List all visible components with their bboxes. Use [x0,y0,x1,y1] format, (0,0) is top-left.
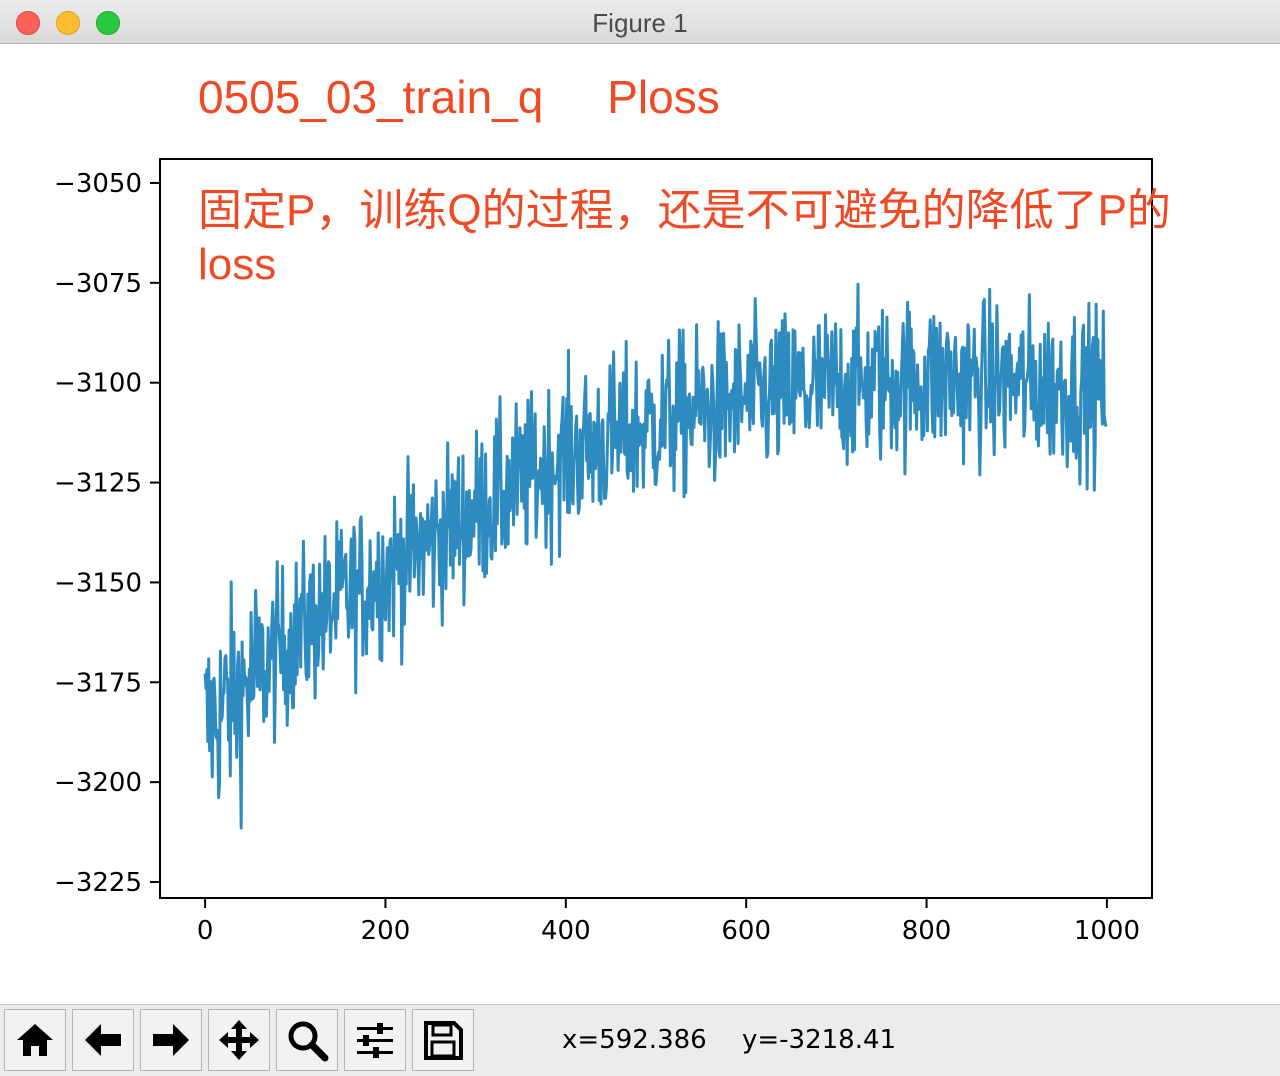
y-tick-label: −3050 [54,169,142,199]
window-titlebar: Figure 1 [0,0,1280,44]
arrow-left-icon [85,1024,121,1056]
y-tick-label: −3150 [54,568,142,598]
x-tick-label: 0 [197,916,214,946]
maximize-window-button[interactable] [96,11,120,35]
chart-annotation: 固定P，训练Q的过程，还是不可避免的降低了P的loss [198,186,1171,289]
forward-button[interactable] [140,1009,202,1071]
axes-frame [159,158,1153,899]
home-button[interactable] [4,1009,66,1071]
zoom-button[interactable] [276,1009,338,1071]
back-button[interactable] [72,1009,134,1071]
window-title: Figure 1 [592,8,688,38]
chart-canvas[interactable]: 0 200 400 600 800 1000 −3050 −3075 −3100 −3125 −31… [0,44,1280,1004]
y-tick-label: −3225 [54,868,142,898]
x-tick-label: 800 [902,916,952,946]
floppy-disk-icon [424,1021,463,1060]
arrow-right-icon [153,1024,189,1056]
y-tick-label: −3125 [54,469,142,499]
y-coordinate-readout: y=-3218.41 [742,1025,897,1055]
x-tick-label: 400 [541,916,591,946]
chart-title: 0505_03_train_q Ploss [198,71,720,123]
series-line-ploss [203,282,1108,830]
move-icon [219,1020,259,1060]
x-tick-label: 1000 [1074,916,1140,946]
x-coordinate-readout: x=592.386 [562,1025,707,1055]
home-icon [17,1024,53,1056]
magnifier-icon [288,1021,329,1062]
save-button[interactable] [412,1009,474,1071]
pan-button[interactable] [208,1009,270,1071]
x-tick-label: 200 [361,916,411,946]
y-tick-label: −3075 [54,269,142,299]
y-tick-label: −3100 [54,369,142,399]
y-tick-label: −3200 [54,768,142,798]
minimize-window-button[interactable] [56,11,80,35]
y-tick-label: −3175 [54,668,142,698]
x-tick-label: 600 [721,916,771,946]
close-window-button[interactable] [16,11,40,35]
configure-subplots-button[interactable] [344,1009,406,1071]
sliders-icon [357,1023,393,1058]
navigation-toolbar: x=592.386 y=-3218.41 [0,1004,1280,1076]
